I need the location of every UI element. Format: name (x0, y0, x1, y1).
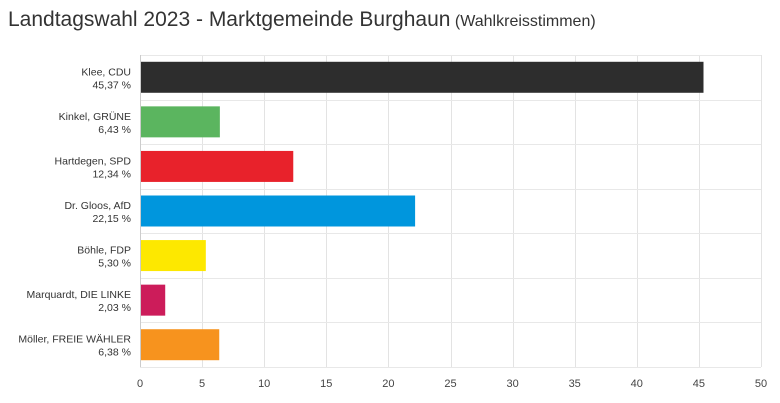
x-tick-label-9: 45 (693, 378, 705, 390)
category-label-4: Böhle, FDP (77, 245, 131, 257)
value-label-4: 5,30 % (98, 258, 131, 270)
category-label-6: Möller, FREIE WÄHLER (18, 334, 131, 346)
bar-4 (141, 240, 206, 272)
x-tick-label-7: 35 (569, 378, 581, 390)
chart-title: Landtagswahl 2023 - Marktgemeinde Burgha… (8, 8, 596, 32)
x-tick-label-3: 15 (320, 378, 332, 390)
chart-title-main: Landtagswahl 2023 - Marktgemeinde Burgha… (8, 8, 451, 31)
bar-1 (141, 106, 220, 138)
value-label-2: 12,34 % (92, 168, 131, 180)
bar-6 (141, 329, 220, 361)
x-tick-label-6: 30 (506, 378, 518, 390)
bar-3 (141, 195, 416, 227)
value-label-1: 6,43 % (98, 124, 131, 136)
x-tick-label-10: 50 (755, 378, 767, 390)
bar-2 (141, 150, 294, 182)
x-tick-label-0: 0 (137, 378, 143, 390)
x-tick-label-4: 20 (382, 378, 394, 390)
x-tick-label-2: 10 (258, 378, 270, 390)
value-label-6: 6,38 % (98, 347, 131, 359)
bar-5 (141, 284, 166, 316)
chart-subtitle: (Wahlkreisstimmen) (454, 13, 596, 30)
category-label-3: Dr. Gloos, AfD (64, 200, 131, 212)
x-tick-label-5: 25 (444, 378, 456, 390)
value-label-3: 22,15 % (92, 213, 131, 225)
bar-0 (141, 61, 704, 93)
category-label-0: Klee, CDU (81, 66, 131, 78)
category-label-1: Kinkel, GRÜNE (59, 111, 131, 123)
value-label-0: 45,37 % (92, 79, 131, 91)
x-tick-label-1: 5 (199, 378, 205, 390)
category-label-5: Marquardt, DIE LINKE (27, 289, 131, 301)
category-label-2: Hartdegen, SPD (55, 155, 132, 167)
x-tick-label-8: 40 (631, 378, 643, 390)
value-label-5: 2,03 % (98, 302, 131, 314)
